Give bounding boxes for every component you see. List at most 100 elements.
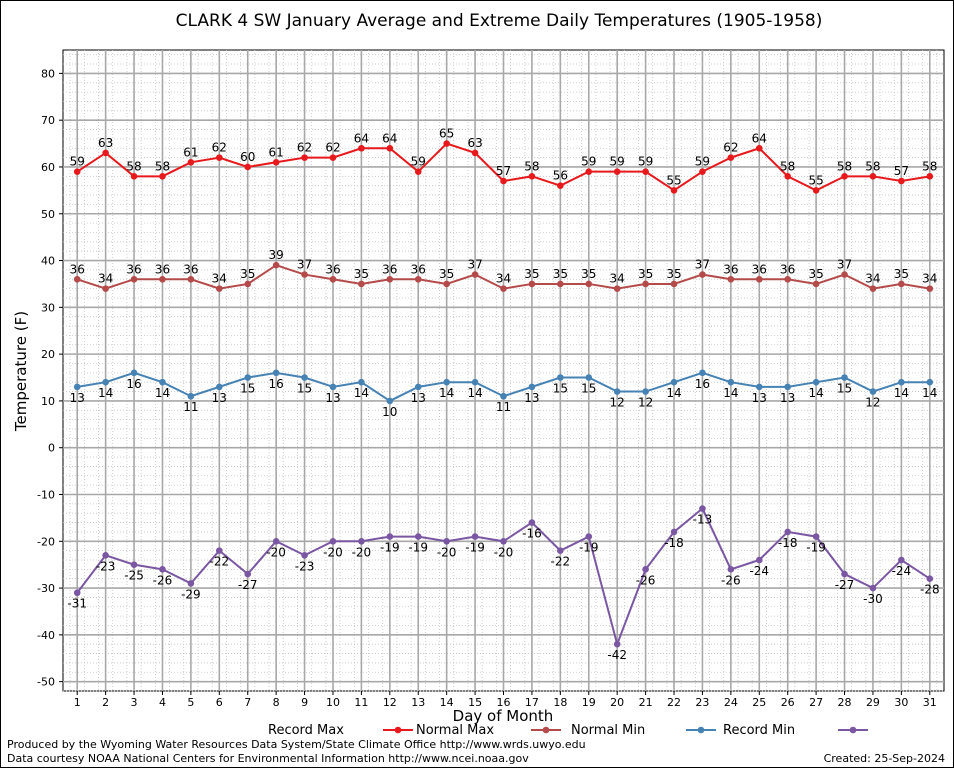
normal-min-value-label: 12 <box>638 396 653 410</box>
record-min-value-label: -31 <box>67 597 87 611</box>
record-max-value-label: 63 <box>467 136 482 150</box>
record-min-value-label: -20 <box>494 545 514 559</box>
normal-max-point <box>755 275 763 283</box>
normal-min-point <box>471 378 479 386</box>
record-max-point <box>414 168 422 175</box>
record-max-point <box>386 144 394 152</box>
footer-produced-by: Produced by the Wyoming Water Resources … <box>7 738 586 751</box>
y-axis-label: Temperature (F) <box>12 311 30 432</box>
normal-max-legend-label: Normal Max <box>416 723 494 738</box>
x-axis-label: Day of Month <box>453 707 554 725</box>
record-min-point <box>500 537 507 545</box>
record-max-value-label: 63 <box>98 136 113 150</box>
normal-max-value-label: 37 <box>467 258 482 272</box>
record-max-point <box>102 149 109 157</box>
x-tick-label: 28 <box>838 696 852 709</box>
record-min-point <box>613 640 621 648</box>
normal-max-value-label: 39 <box>269 248 284 262</box>
x-tick-label: 20 <box>610 696 624 709</box>
record-max-point <box>585 168 593 175</box>
record-max-point <box>159 173 166 180</box>
normal-max-value-label: 36 <box>325 262 340 276</box>
normal-min-point <box>443 378 450 386</box>
x-tick-label: 17 <box>525 696 539 709</box>
normal-min-value-label: 16 <box>126 377 141 391</box>
record-max-point <box>500 177 507 185</box>
normal-max-point <box>187 275 195 283</box>
normal-min-point <box>386 397 394 405</box>
x-tick-label: 9 <box>301 696 308 709</box>
record-max-legend-label: Record Max <box>268 723 344 738</box>
normal-max-point <box>329 275 337 283</box>
normal-max-point <box>471 271 479 278</box>
x-tick-label: 7 <box>244 696 251 709</box>
record-min-value-label: -26 <box>153 573 173 587</box>
normal-max-value-label: 37 <box>837 258 852 272</box>
normal-min-value-label: 14 <box>666 386 681 400</box>
record-max-point <box>443 140 450 147</box>
x-axis-ticks: 1 2 3 4 5 6 7 8 9 10 11 12 13 14 15 16 17 18 19 20 21 22 23 24 2… <box>74 691 937 709</box>
normal-min-point <box>585 374 593 381</box>
record-max-value-label: 64 <box>382 131 397 145</box>
record-max-value-label: 55 <box>808 173 823 187</box>
record-min-point <box>414 533 422 540</box>
record-max-point <box>784 173 791 180</box>
normal-max-point <box>613 285 621 292</box>
record-min-value-label: -26 <box>636 573 656 587</box>
normal-max-point <box>926 285 934 292</box>
normal-max-value-label: 35 <box>581 267 596 281</box>
normal-max-point <box>301 271 308 278</box>
normal-min-point <box>642 388 649 395</box>
x-tick-label: 14 <box>440 696 454 709</box>
record-min-value-label: -20 <box>266 545 286 559</box>
normal-max-point <box>670 280 678 288</box>
normal-min-value-label: 14 <box>354 386 369 400</box>
record-max-value-label: 57 <box>496 164 511 178</box>
normal-min-point <box>557 374 564 381</box>
record-min-value-label: -18 <box>778 536 798 550</box>
record-min-value-label: -13 <box>693 513 713 527</box>
record-min-value-label: -24 <box>892 564 912 578</box>
record-max-value-label: 61 <box>269 145 284 159</box>
normal-max-value-label: 35 <box>638 267 653 281</box>
x-tick-label: 21 <box>639 696 653 709</box>
record-max-value-label: 62 <box>297 141 312 155</box>
x-tick-label: 30 <box>894 696 908 709</box>
record-min-value-label: -25 <box>124 569 144 583</box>
record-min-point <box>187 580 195 587</box>
x-tick-label: 3 <box>131 696 138 709</box>
normal-min-point <box>244 374 252 381</box>
normal-min-point <box>272 369 280 377</box>
x-tick-label: 5 <box>187 696 194 709</box>
normal-min-point <box>812 378 820 386</box>
normal-min-value-label: 15 <box>297 382 312 396</box>
normal-max-value-label: 36 <box>780 262 795 276</box>
normal-min-value-label: 16 <box>695 377 710 391</box>
record-min-point <box>670 528 678 536</box>
x-tick-label: 15 <box>468 696 482 709</box>
y-tick-label: -30 <box>37 582 55 595</box>
record-max-legend-marker <box>394 726 402 734</box>
normal-min-point <box>898 378 905 386</box>
record-max-value-label: 55 <box>666 173 681 187</box>
record-max-value-label: 58 <box>524 159 539 173</box>
normal-min-point <box>699 369 706 377</box>
normal-max-value-label: 36 <box>411 262 426 276</box>
record-min-value-label: -18 <box>664 536 684 550</box>
record-min-value-label: -26 <box>721 573 741 587</box>
record-max-value-label: 65 <box>439 127 454 141</box>
x-tick-label: 23 <box>695 696 709 709</box>
legend: Record Max Normal Max Normal Min Record Min <box>268 723 868 738</box>
y-tick-label: 60 <box>41 161 55 174</box>
record-min-series: -31-23-25 -26-29-22-27-20-23-20 -20 -19 -19-… <box>67 505 940 662</box>
record-min-value-label: -30 <box>863 592 883 606</box>
y-tick-label: -50 <box>37 676 55 689</box>
normal-max-value-label: 35 <box>808 267 823 281</box>
normal-max-point <box>414 275 422 283</box>
normal-max-value-label: 35 <box>553 267 568 281</box>
normal-max-value-label: 36 <box>70 262 85 276</box>
normal-min-point <box>329 383 337 391</box>
normal-min-value-label: 15 <box>837 382 852 396</box>
normal-max-value-label: 36 <box>752 262 767 276</box>
record-max-value-label: 64 <box>752 131 767 145</box>
